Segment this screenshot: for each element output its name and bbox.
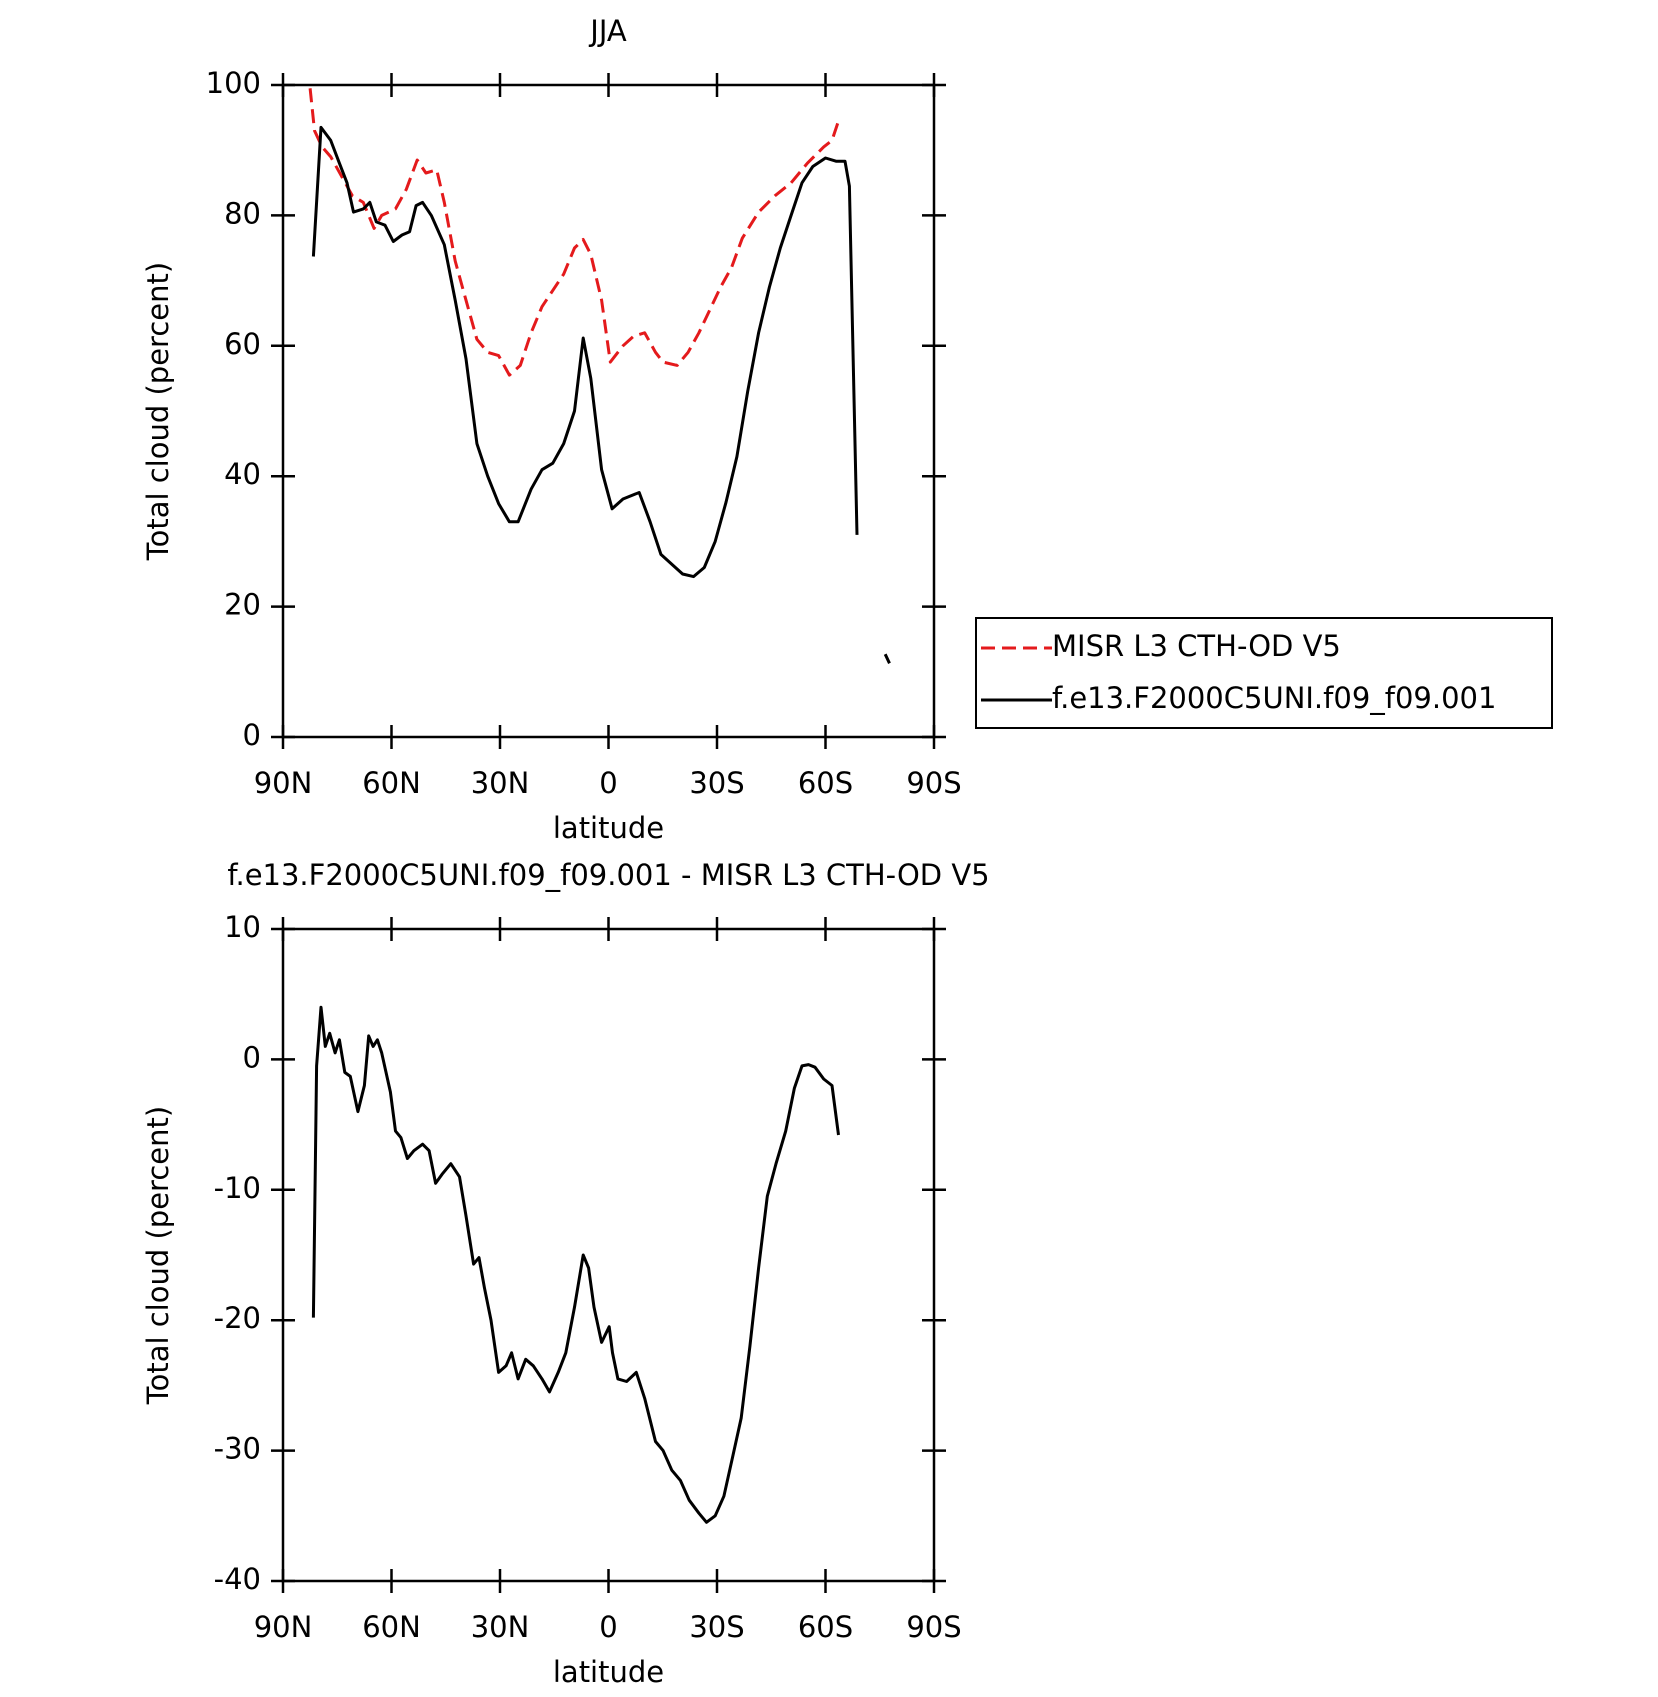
x-tick-label: 30N [471, 1610, 530, 1644]
x-tick-label: 0 [599, 766, 617, 800]
y-tick-label: 10 [224, 910, 261, 944]
y-axis-label: Total cloud (percent) [141, 1106, 175, 1405]
chart-title: JJA [588, 14, 627, 48]
x-tick-label: 30S [689, 766, 744, 800]
y-tick-label: -30 [214, 1432, 261, 1466]
x-tick-label: 90S [906, 766, 961, 800]
x-tick-label: 30N [471, 766, 530, 800]
y-tick-label: -20 [214, 1301, 261, 1335]
plot-frame [281, 83, 936, 739]
series-line [311, 125, 891, 664]
x-tick-label: 30S [689, 1610, 744, 1644]
x-tick-label: 60S [798, 766, 853, 800]
y-tick-label: 0 [243, 718, 261, 752]
y-tick-label: 0 [243, 1040, 261, 1074]
x-tick-label: 90S [906, 1610, 961, 1644]
legend-box [975, 617, 1553, 729]
series-line [308, 88, 840, 377]
chart-title: f.e13.F2000C5UNI.f09_f09.001 - MISR L3 C… [227, 858, 989, 892]
y-tick-label: 60 [224, 327, 261, 361]
x-axis-label: latitude [553, 1655, 664, 1689]
x-tick-label: 90N [254, 766, 313, 800]
y-tick-label: 80 [224, 196, 261, 230]
series-line [311, 1005, 840, 1524]
legend-label: MISR L3 CTH-OD V5 [1052, 629, 1341, 663]
y-tick-label: -10 [214, 1171, 261, 1205]
y-tick-label: 100 [206, 66, 261, 100]
x-axis-label: latitude [553, 811, 664, 845]
plot-frame [281, 927, 936, 1583]
legend-label: f.e13.F2000C5UNI.f09_f09.001 [1052, 681, 1496, 715]
x-tick-label: 60N [362, 1610, 421, 1644]
y-tick-label: 20 [224, 588, 261, 622]
y-tick-label: -40 [214, 1562, 261, 1596]
x-tick-label: 60N [362, 766, 421, 800]
x-tick-label: 90N [254, 1610, 313, 1644]
y-tick-label: 40 [224, 457, 261, 491]
x-tick-label: 0 [599, 1610, 617, 1644]
x-tick-label: 60S [798, 1610, 853, 1644]
y-axis-label: Total cloud (percent) [141, 262, 175, 561]
